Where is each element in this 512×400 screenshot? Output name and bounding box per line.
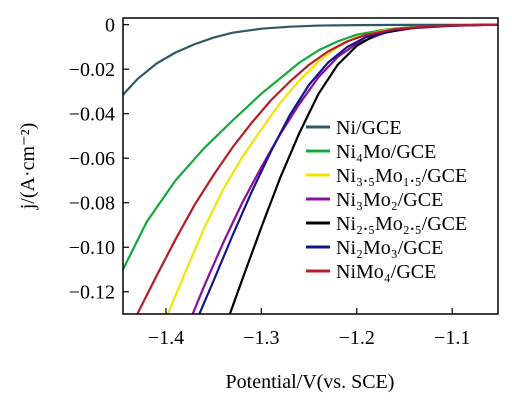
legend: Ni/GCENi₄Mo/GCENi₃.₅Mo₁.₅/GCENi₃Mo₂/GCEN…	[306, 117, 467, 283]
y-axis-title: j/(A·cm⁻²)	[17, 123, 39, 211]
y-tick-label: −0.12	[69, 282, 115, 304]
y-tick-label: −0.10	[69, 237, 115, 259]
legend-label: Ni₃.₅Mo₁.₅/GCE	[336, 165, 467, 187]
x-tick-label: −1.2	[339, 327, 375, 349]
series-layer	[123, 23, 498, 314]
series-line-7	[136, 23, 498, 314]
x-tick-label: −1.4	[148, 327, 184, 349]
y-tick-label: −0.04	[69, 104, 115, 126]
y-tick-label: 0	[105, 15, 115, 37]
x-tick-label: −1.1	[434, 327, 470, 349]
legend-label: Ni₂Mo₃/GCE	[336, 237, 443, 259]
y-tick-label: −0.08	[69, 193, 115, 215]
legend-label: Ni₄Mo/GCE	[336, 141, 436, 163]
legend-label: NiMo₄/GCE	[336, 261, 436, 283]
y-tick-label: −0.06	[69, 148, 115, 170]
legend-label: Ni/GCE	[336, 117, 402, 139]
plot-frame	[122, 17, 499, 315]
y-tick-label: −0.02	[69, 59, 115, 81]
series-line-1	[123, 23, 498, 96]
x-axis-title: Potential/V(vs. SCE)	[226, 371, 395, 393]
tick-layer: −1.4 −1.3 −1.2 −1.1 0 −0.02 −0.04 −0.06 −0.08 −0.…	[69, 15, 471, 349]
x-tick-label: −1.3	[243, 327, 279, 349]
legend-label: Ni₂.₅Mo₂.₅/GCE	[336, 213, 467, 235]
legend-label: Ni₃Mo₂/GCE	[336, 189, 443, 211]
